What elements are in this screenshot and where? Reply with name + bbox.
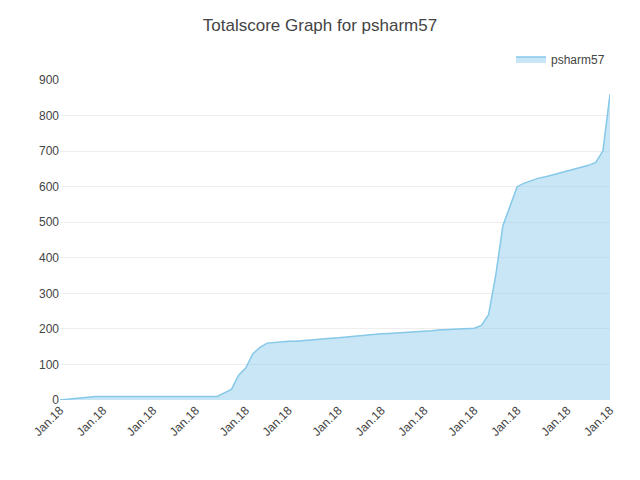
svg-text:Totalscore Graph for psharm57: Totalscore Graph for psharm57 xyxy=(203,16,437,35)
svg-text:Jan.18: Jan.18 xyxy=(260,403,296,439)
svg-text:Jan.18: Jan.18 xyxy=(352,403,388,439)
svg-text:Jan.18: Jan.18 xyxy=(124,403,160,439)
svg-text:Jan.18: Jan.18 xyxy=(538,403,574,439)
svg-text:Jan.18: Jan.18 xyxy=(217,403,253,439)
svg-text:100: 100 xyxy=(39,358,59,372)
svg-text:Jan.18: Jan.18 xyxy=(31,403,67,439)
svg-text:psharm57: psharm57 xyxy=(551,53,605,67)
svg-text:700: 700 xyxy=(39,144,59,158)
svg-text:Jan.18: Jan.18 xyxy=(310,403,346,439)
svg-text:Jan.18: Jan.18 xyxy=(488,403,524,439)
svg-text:600: 600 xyxy=(39,180,59,194)
svg-text:500: 500 xyxy=(39,215,59,229)
svg-text:800: 800 xyxy=(39,109,59,123)
svg-text:Jan.18: Jan.18 xyxy=(74,403,110,439)
svg-text:900: 900 xyxy=(39,73,59,87)
svg-text:Jan.18: Jan.18 xyxy=(445,403,481,439)
svg-text:200: 200 xyxy=(39,322,59,336)
svg-text:400: 400 xyxy=(39,251,59,265)
svg-text:Jan.18: Jan.18 xyxy=(581,403,617,439)
svg-text:300: 300 xyxy=(39,287,59,301)
svg-text:Jan.18: Jan.18 xyxy=(395,403,431,439)
svg-text:0: 0 xyxy=(52,393,59,407)
svg-text:Jan.18: Jan.18 xyxy=(167,403,203,439)
